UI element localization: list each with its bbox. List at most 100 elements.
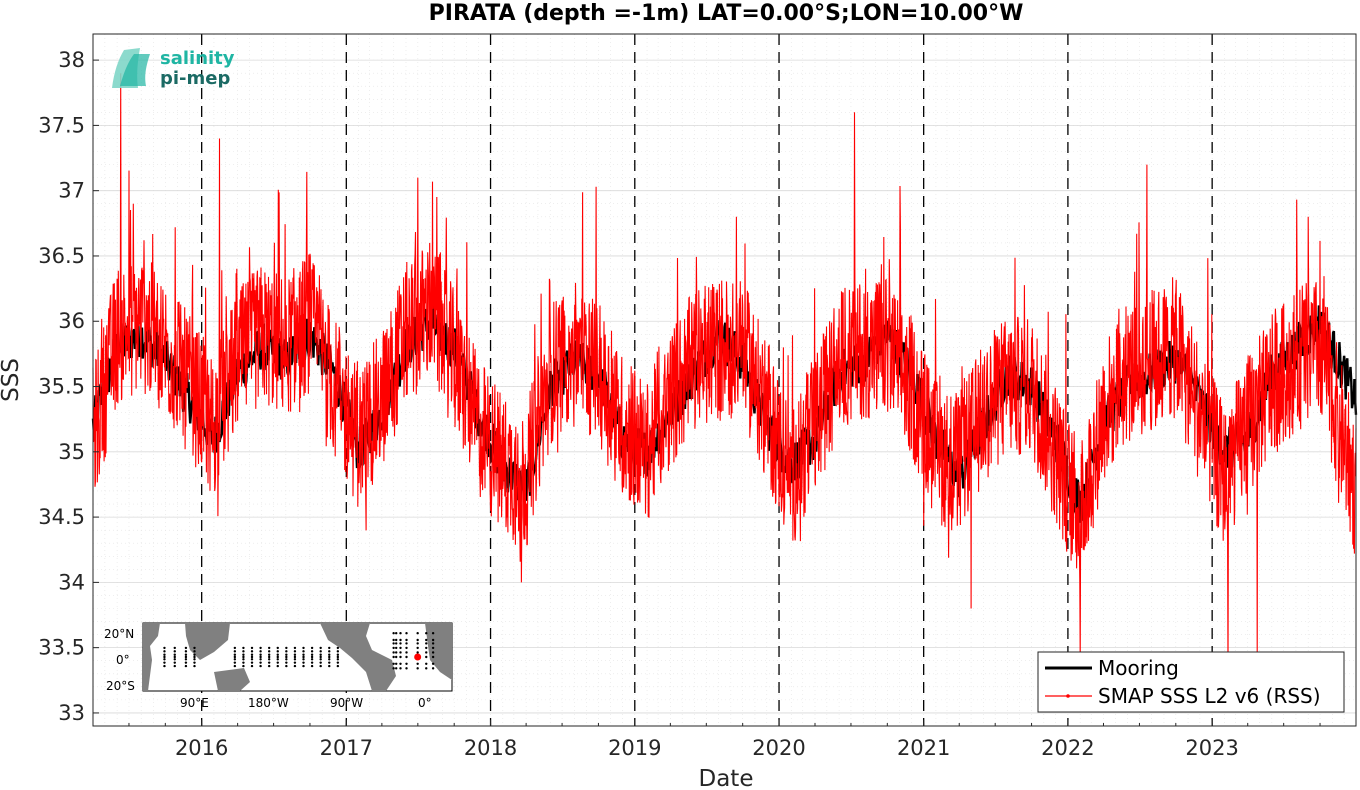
inset-lon-label-90w: 90°W <box>330 696 363 710</box>
inset-buoy-dot <box>310 661 314 664</box>
inset-buoy-dot <box>405 638 408 642</box>
x-tick-label: 2021 <box>897 736 950 760</box>
logo-line-1: salinity <box>160 48 235 69</box>
inset-buoy-dot <box>285 664 288 668</box>
inset-buoy-dot <box>395 655 398 659</box>
inset-buoy-dot <box>163 653 166 656</box>
inset-buoy-dot <box>395 632 398 635</box>
inset-buoy-dot <box>319 664 322 668</box>
inset-lat-label-south: 20°S <box>106 679 135 693</box>
y-tick-label: 34 <box>58 570 85 594</box>
inset-buoy-dot <box>242 661 245 664</box>
inset-buoy-dot <box>163 650 166 653</box>
y-axis-ticks: 33 33.5 34 34.5 35 35.5 36 36.5 37 37.5 38 <box>38 48 99 725</box>
inset-buoy-dot <box>416 667 419 670</box>
inset-buoy-dot <box>395 638 398 642</box>
inset-buoy-dot <box>276 653 279 656</box>
inset-buoy-dot <box>173 646 176 650</box>
inset-buoy-dot <box>395 662 398 665</box>
inset-buoy-dot <box>302 650 305 653</box>
inset-buoy-dot <box>416 651 419 654</box>
inset-buoy-dot <box>242 646 245 650</box>
y-tick-label: 35 <box>58 440 85 464</box>
inset-buoy-dot <box>193 650 196 653</box>
inset-buoy-dot <box>276 655 279 659</box>
inset-buoy-dot <box>276 664 279 668</box>
inset-buoy-dot <box>184 646 188 650</box>
inset-buoy-dot <box>293 661 297 664</box>
inset-buoy-dot <box>336 658 340 661</box>
y-tick-label: 38 <box>58 48 85 72</box>
inset-buoy-dot <box>425 642 428 645</box>
inset-buoy-dot <box>310 655 314 659</box>
inset-buoy-dot <box>184 653 188 656</box>
series-smap <box>92 73 1357 674</box>
inset-buoy-dot <box>184 650 188 653</box>
inset-buoy-dot <box>250 658 254 661</box>
inset-buoy-dot <box>399 667 402 670</box>
inset-lat-label-north: 20°N <box>104 627 134 641</box>
inset-buoy-dot <box>328 664 331 668</box>
inset-buoy-dot <box>395 646 398 650</box>
inset-buoy-dot <box>193 664 196 668</box>
inset-buoy-dot <box>163 661 166 664</box>
inset-buoy-dot <box>416 646 419 650</box>
inset-buoy-dot <box>285 650 288 653</box>
inset-buoy-dot <box>392 651 395 654</box>
inset-buoy-dot <box>259 655 262 659</box>
legend-smap-marker <box>1066 694 1070 698</box>
land-australia <box>214 668 250 691</box>
inset-land-masses <box>143 623 452 691</box>
inset-buoy-dot <box>276 661 279 664</box>
inset-buoy-dot <box>267 650 271 653</box>
inset-buoy-dot <box>399 662 402 665</box>
inset-buoy-dot <box>405 655 408 659</box>
inset-buoy-dot <box>310 664 314 668</box>
inset-buoy-dot <box>285 653 288 656</box>
inset-buoy-dot <box>395 651 398 654</box>
inset-buoy-dot <box>319 646 322 650</box>
smap-line <box>92 73 1357 674</box>
inset-buoy-dot <box>399 655 402 659</box>
inset-buoy-dot <box>233 653 237 656</box>
land-africa <box>143 623 160 691</box>
inset-buoy-dot <box>310 658 314 661</box>
inset-buoy-dot <box>233 664 237 668</box>
inset-buoy-dot <box>173 655 176 659</box>
inset-buoy-dot <box>328 658 331 661</box>
inset-buoy-dot <box>319 655 322 659</box>
inset-buoy-dot <box>431 667 435 670</box>
inset-buoy-dot <box>392 646 395 650</box>
inset-buoy-dot <box>392 655 395 659</box>
inset-buoy-dot <box>395 642 398 645</box>
inset-buoy-dot <box>399 646 402 650</box>
inset-buoy-dot <box>431 646 435 650</box>
inset-buoy-dot <box>163 646 166 650</box>
inset-buoy-dot <box>319 661 322 664</box>
inset-buoy-dot <box>267 646 271 650</box>
inset-buoy-dot <box>336 661 340 664</box>
inset-selected-location-marker <box>414 653 422 661</box>
inset-buoy-dot <box>276 646 279 650</box>
inset-buoy-dot <box>425 651 428 654</box>
inset-buoy-dot <box>405 662 408 665</box>
legend-mooring-label: Mooring <box>1098 656 1179 680</box>
inset-buoy-dot <box>431 642 435 645</box>
inset-buoy-dot <box>328 655 331 659</box>
inset-buoy-dot <box>250 646 254 650</box>
legend-smap-label: SMAP SSS L2 v6 (RSS) <box>1098 684 1321 708</box>
inset-buoy-dot <box>302 653 305 656</box>
inset-lon-label-180w: 180°W <box>248 696 289 710</box>
inset-buoy-dot <box>267 653 271 656</box>
inset-buoy-dot <box>163 655 166 659</box>
inset-buoy-dot <box>173 653 176 656</box>
inset-buoy-dot <box>293 664 297 668</box>
inset-buoy-dot <box>293 650 297 653</box>
y-tick-label: 37.5 <box>38 113 85 137</box>
inset-buoy-dot <box>399 642 402 645</box>
legend-box <box>1037 651 1345 713</box>
inset-buoy-dot <box>328 650 331 653</box>
x-tick-label: 2018 <box>464 736 517 760</box>
inset-buoy-dot <box>302 664 305 668</box>
inset-buoy-dot <box>310 646 314 650</box>
